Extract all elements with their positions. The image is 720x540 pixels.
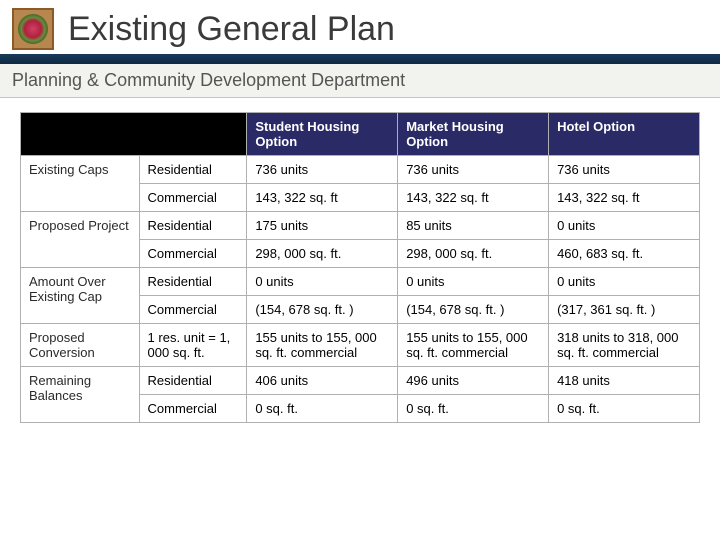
header-band [0,54,720,64]
cell: 736 units [247,156,398,184]
row-group-proposed-conversion: Proposed Conversion [21,324,140,367]
slide-title: Existing General Plan [68,10,395,49]
cell: 0 sq. ft. [398,395,549,423]
row-group-proposed-project: Proposed Project [21,212,140,268]
cell: (154, 678 sq. ft. ) [247,296,398,324]
cell: 143, 322 sq. ft [247,184,398,212]
cell: 736 units [398,156,549,184]
row-sub: Residential [139,212,247,240]
row-sub: Residential [139,268,247,296]
comparison-table: Student Housing Option Market Housing Op… [20,112,700,423]
cell: 736 units [549,156,700,184]
row-sub: Residential [139,367,247,395]
cell: 0 units [549,212,700,240]
cell: 0 units [398,268,549,296]
table-row: Amount Over Existing Cap Residential 0 u… [21,268,700,296]
cell: 496 units [398,367,549,395]
row-group-amount-over: Amount Over Existing Cap [21,268,140,324]
slide-header: Existing General Plan [0,0,720,54]
cell: 418 units [549,367,700,395]
row-sub: Commercial [139,240,247,268]
table-corner [21,113,247,156]
cell: 155 units to 155, 000 sq. ft. commercial [398,324,549,367]
cell: 0 units [247,268,398,296]
table-row: Proposed Project Residential 175 units 8… [21,212,700,240]
table-row: Proposed Conversion 1 res. unit = 1, 000… [21,324,700,367]
table-row: Existing Caps Residential 736 units 736 … [21,156,700,184]
col-student-housing: Student Housing Option [247,113,398,156]
row-group-remaining-balances: Remaining Balances [21,367,140,423]
cell: 0 units [549,268,700,296]
cell: (154, 678 sq. ft. ) [398,296,549,324]
col-hotel-option: Hotel Option [549,113,700,156]
city-rose-logo [12,8,54,50]
row-sub: 1 res. unit = 1, 000 sq. ft. [139,324,247,367]
col-market-housing: Market Housing Option [398,113,549,156]
comparison-table-container: Student Housing Option Market Housing Op… [0,98,720,423]
row-sub: Commercial [139,184,247,212]
cell: 406 units [247,367,398,395]
cell: 143, 322 sq. ft [549,184,700,212]
row-sub: Commercial [139,395,247,423]
table-header-row: Student Housing Option Market Housing Op… [21,113,700,156]
row-sub: Commercial [139,296,247,324]
cell: 0 sq. ft. [549,395,700,423]
cell: 318 units to 318, 000 sq. ft. commercial [549,324,700,367]
row-sub: Residential [139,156,247,184]
subtitle-bar: Planning & Community Development Departm… [0,64,720,98]
cell: 155 units to 155, 000 sq. ft. commercial [247,324,398,367]
department-subtitle: Planning & Community Development Departm… [12,70,708,91]
cell: 298, 000 sq. ft. [247,240,398,268]
cell: 175 units [247,212,398,240]
row-group-existing-caps: Existing Caps [21,156,140,212]
cell: 0 sq. ft. [247,395,398,423]
cell: (317, 361 sq. ft. ) [549,296,700,324]
cell: 85 units [398,212,549,240]
cell: 143, 322 sq. ft [398,184,549,212]
cell: 460, 683 sq. ft. [549,240,700,268]
cell: 298, 000 sq. ft. [398,240,549,268]
table-row: Remaining Balances Residential 406 units… [21,367,700,395]
